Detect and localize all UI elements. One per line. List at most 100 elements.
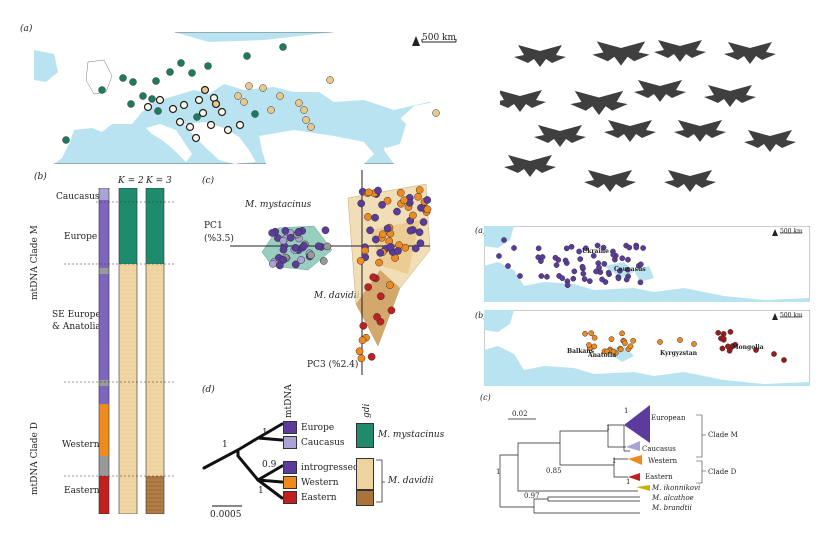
map-sample-point: [148, 95, 156, 103]
mtdna-legend: Europe Caucasus introgressed Western Eas…: [283, 420, 359, 505]
map-sample-point: [155, 95, 165, 105]
pca-point-davidii: [371, 213, 379, 222]
tree-support-d: 1: [258, 486, 264, 496]
map-sample-point: [127, 100, 135, 108]
right-c-support-c: 1: [612, 457, 617, 465]
gdi-label-mystacinus: M. mystacinus: [378, 430, 445, 440]
map-sample-point: [300, 106, 308, 114]
tree-support-root: 1: [222, 440, 228, 450]
right-b-sample-point: [753, 347, 759, 353]
pca-point-davidii: [415, 186, 424, 194]
legend-swatch-caucasus: [283, 436, 297, 449]
pca-point-davidii: [361, 246, 369, 255]
right-b-sample-point: [727, 329, 734, 335]
right-a-sample-point: [600, 244, 607, 251]
right-a-sample-point: [596, 264, 602, 271]
map-sample-point: [143, 102, 153, 112]
legend-swatch-western: [283, 476, 297, 489]
map-sample-point: [223, 125, 233, 135]
legend-label-caucasus: Caucasus: [301, 437, 345, 448]
right-a-sample-point: [568, 243, 575, 250]
right-a-scalebar: 500 km: [780, 228, 803, 235]
right-a-sample-point: [538, 273, 545, 279]
right-a-sample-point: [637, 261, 644, 268]
pca-point-davidii: [378, 230, 387, 239]
map-sample-point: [259, 84, 267, 92]
panel-a-label: (a): [20, 24, 33, 34]
right-c-scale: 0.02: [512, 410, 528, 418]
right-b-sample-point: [627, 343, 634, 350]
pca-point-mystacinus: [276, 261, 284, 270]
pca-point-davidii: [409, 211, 417, 220]
right-a-sample-point: [553, 262, 560, 268]
tree-support-intro: 0.9: [262, 460, 277, 470]
pca-point-davidii: [357, 199, 366, 208]
right-a-sample-point: [586, 278, 593, 284]
map-sample-point: [62, 136, 70, 144]
right-a-sample-point: [593, 268, 599, 275]
map-sample-point: [243, 52, 251, 60]
map-sample-point: [139, 92, 147, 100]
right-a-sample-point: [564, 282, 571, 289]
group-western: Western: [62, 440, 100, 450]
right-b-sample-point: [608, 336, 615, 342]
gdi-swatch-davidii: [356, 458, 374, 490]
bat-icon: [504, 155, 556, 177]
right-a-sample-point: [582, 245, 589, 252]
right-a-sample-point: [617, 267, 623, 274]
right-a-sample-point: [517, 273, 523, 279]
pca-point-davidii: [364, 283, 373, 291]
map-sample-point: [245, 82, 253, 90]
panel-a-scalebar-label: 500 km: [422, 33, 457, 43]
right-b-mongolia: Mongolia: [732, 344, 764, 351]
right-b-sample-point: [586, 342, 592, 348]
right-a-sample-point: [633, 244, 640, 251]
gdi-header: gdi: [362, 403, 372, 418]
pca-point-davidii: [383, 196, 392, 205]
pca-point-davidii: [355, 347, 364, 356]
map-sample-point: [267, 106, 275, 114]
map-sample-point: [179, 100, 189, 110]
right-b-sample-point: [604, 348, 610, 355]
pca-point-davidii: [371, 235, 380, 244]
right-b-balkans: Balkans: [567, 348, 595, 355]
map-sample-point: [235, 120, 245, 130]
right-a-sample-point: [625, 256, 631, 263]
right-a-sample-point: [555, 257, 562, 263]
pca-point-davidii: [393, 207, 401, 216]
pca-point-mystacinus: [321, 226, 330, 235]
right-a-sample-point: [601, 261, 608, 267]
right-b-sample-point: [591, 334, 598, 341]
right-c-support-b: 1: [606, 424, 611, 432]
map-sample-point: [194, 95, 204, 105]
right-a-sample-point: [562, 257, 569, 264]
right-c-european: European: [651, 414, 686, 422]
bat-icon: [704, 85, 756, 107]
map-sample-point: [154, 107, 162, 115]
legend-item: Europe: [283, 420, 359, 435]
right-b-kyrgyzstan: Kyrgyzstan: [660, 350, 698, 357]
right-b-sample-point: [622, 340, 628, 347]
pca-point-davidii: [376, 249, 385, 257]
map-sample-point: [251, 110, 259, 118]
map-sample-point: [198, 108, 208, 118]
legend-item: Caucasus: [283, 435, 359, 450]
pca-point-davidii: [374, 186, 382, 195]
pca-point-davidii: [373, 313, 381, 321]
right-a-caucasus: Caucasus: [614, 266, 646, 273]
right-a-sample-point: [594, 242, 601, 249]
bat-icon: [664, 170, 716, 192]
right-a-sample-point: [539, 254, 546, 260]
right-b-sample-point: [591, 343, 598, 350]
right-a-sample-point: [501, 237, 507, 243]
right-b-sample-point: [732, 341, 739, 348]
map-sample-point: [168, 104, 178, 114]
pca-point-mystacinus: [268, 229, 277, 237]
map-sample-point: [175, 117, 185, 127]
right-a-sample-point: [505, 263, 511, 269]
right-a-sample-point: [590, 252, 597, 259]
pca-point-mystacinus: [279, 245, 288, 254]
legend-swatch-europe: [283, 421, 297, 434]
right-c-brandtii: M. brandtii: [652, 504, 692, 512]
pca-point-mystacinus: [294, 228, 303, 237]
